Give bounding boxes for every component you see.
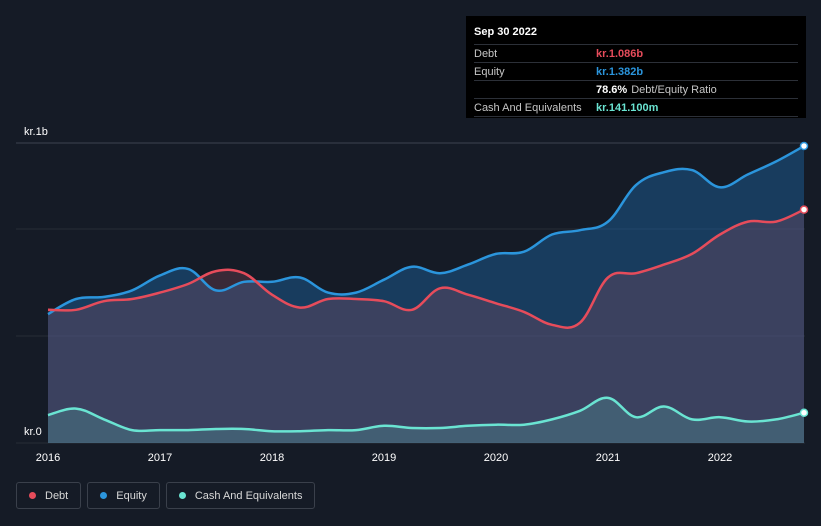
legend-label: Debt <box>45 489 69 502</box>
x-tick-label: 2020 <box>484 452 508 464</box>
legend-item-equity[interactable]: Equity <box>87 482 160 509</box>
tooltip-row-debt: Debt kr.1.086b <box>474 44 798 62</box>
end-marker-cash-and-equivalents[interactable] <box>799 408 809 417</box>
legend-dot-icon <box>100 492 108 499</box>
tooltip-ratio-caption: Debt/Equity Ratio <box>631 83 717 96</box>
x-tick-label: 2017 <box>148 452 172 464</box>
legend-dot-icon <box>29 492 36 499</box>
tooltip-label: Cash And Equivalents <box>474 101 582 114</box>
x-tick-label: 2021 <box>596 452 620 464</box>
area-cash-and-equivalents <box>48 397 804 443</box>
tooltip-value-equity: kr.1.382b <box>596 65 644 78</box>
legend-item-debt[interactable]: Debt <box>16 482 82 509</box>
y-axis-top-label: kr.1b <box>24 126 48 138</box>
line-equity <box>47 144 805 316</box>
x-tick-label: 2022 <box>708 452 732 464</box>
y-axis-bottom-label: kr.0 <box>24 426 42 438</box>
series-areas <box>48 146 804 443</box>
tooltip-row-cash: Cash And Equivalents kr.141.100m <box>474 98 798 117</box>
tooltip-label: Debt <box>474 47 498 60</box>
series-end-markers[interactable] <box>799 141 809 417</box>
tooltip-value-cash: kr.141.100m <box>596 101 659 114</box>
legend-dot-icon <box>178 492 186 499</box>
x-tick-label: 2018 <box>260 452 284 464</box>
legend-label: Equity <box>116 489 147 502</box>
tooltip-value-ratio: 78.6% <box>596 83 628 96</box>
legend-label: Cash And Equivalents <box>194 489 303 502</box>
line-cash-and-equivalents <box>47 396 805 433</box>
x-axis-ticks: 2016 2017 2018 2019 2020 2021 2022 <box>36 452 732 464</box>
end-marker-equity[interactable] <box>799 141 809 151</box>
legend-item-cash[interactable]: Cash And Equivalents <box>165 482 316 509</box>
x-tick-label: 2019 <box>372 452 396 464</box>
end-marker-debt[interactable] <box>799 205 809 214</box>
tooltip-date: Sep 30 2022 <box>474 26 537 38</box>
x-tick-label: 2016 <box>36 452 60 464</box>
tooltip-value-debt: kr.1.086b <box>596 47 644 60</box>
chart-legend: Debt Equity Cash And Equivalents <box>16 482 316 509</box>
tooltip-row-ratio: 78.6% Debt/Equity Ratio <box>474 80 798 98</box>
series-lines <box>47 144 805 433</box>
area-equity <box>48 146 804 443</box>
area-debt <box>48 209 804 443</box>
tooltip-row-equity: Equity kr.1.382b <box>474 62 798 80</box>
data-tooltip: Sep 30 2022 Debt kr.1.086b Equity kr.1.3… <box>466 16 806 118</box>
line-debt <box>47 208 805 329</box>
gridlines <box>16 142 805 444</box>
tooltip-label: Equity <box>474 65 505 78</box>
